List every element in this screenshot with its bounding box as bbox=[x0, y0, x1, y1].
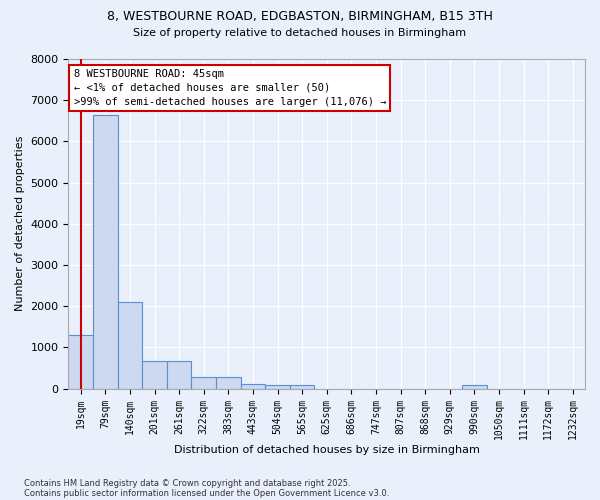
Text: Contains public sector information licensed under the Open Government Licence v3: Contains public sector information licen… bbox=[24, 488, 389, 498]
Bar bbox=[167, 360, 191, 388]
Bar bbox=[93, 114, 118, 388]
Text: 8 WESTBOURNE ROAD: 45sqm
← <1% of detached houses are smaller (50)
>99% of semi-: 8 WESTBOURNE ROAD: 45sqm ← <1% of detach… bbox=[74, 69, 386, 107]
Bar bbox=[68, 335, 93, 388]
Y-axis label: Number of detached properties: Number of detached properties bbox=[15, 136, 25, 312]
Bar bbox=[191, 376, 216, 388]
Bar bbox=[462, 386, 487, 388]
Bar bbox=[265, 386, 290, 388]
Bar bbox=[290, 386, 314, 388]
X-axis label: Distribution of detached houses by size in Birmingham: Distribution of detached houses by size … bbox=[174, 445, 479, 455]
Bar bbox=[241, 384, 265, 388]
Bar bbox=[142, 360, 167, 388]
Bar bbox=[118, 302, 142, 388]
Text: Contains HM Land Registry data © Crown copyright and database right 2025.: Contains HM Land Registry data © Crown c… bbox=[24, 478, 350, 488]
Text: 8, WESTBOURNE ROAD, EDGBASTON, BIRMINGHAM, B15 3TH: 8, WESTBOURNE ROAD, EDGBASTON, BIRMINGHA… bbox=[107, 10, 493, 23]
Text: Size of property relative to detached houses in Birmingham: Size of property relative to detached ho… bbox=[133, 28, 467, 38]
Bar bbox=[216, 376, 241, 388]
